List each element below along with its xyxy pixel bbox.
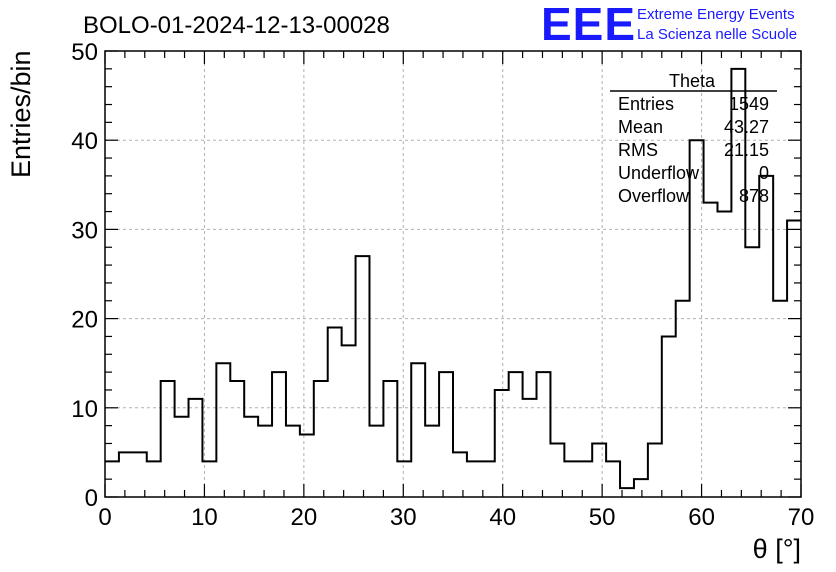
stats-title: Theta bbox=[669, 71, 716, 91]
histogram-series bbox=[105, 67, 801, 490]
stats-value: 21.15 bbox=[724, 140, 769, 160]
x-axis-label: θ [°] bbox=[753, 534, 801, 564]
plot-frame bbox=[104, 50, 802, 498]
logo-letters: EEE bbox=[541, 0, 636, 50]
logo-line-1: Extreme Energy Events bbox=[637, 6, 795, 23]
stats-box: Theta Entries 1549 Mean 43.27 RMS 21.15 Underf… bbox=[610, 71, 777, 206]
histogram-line bbox=[105, 67, 801, 490]
y-tick-label: 10 bbox=[71, 396, 98, 423]
stats-label: Underflow bbox=[618, 163, 700, 183]
x-tick-labels: 0 10 20 30 40 50 60 70 bbox=[98, 504, 814, 531]
y-tick-label: 50 bbox=[71, 39, 98, 66]
y-tick-label: 30 bbox=[71, 217, 98, 244]
stats-value: 878 bbox=[739, 186, 769, 206]
stats-rows: Entries 1549 Mean 43.27 RMS 21.15 Underflow 0 Ov… bbox=[618, 94, 769, 206]
stats-label: RMS bbox=[618, 140, 658, 160]
x-tick-label: 60 bbox=[688, 504, 715, 531]
x-tick-label: 50 bbox=[589, 504, 616, 531]
x-tick-label: 10 bbox=[191, 504, 218, 531]
x-tick-label: 40 bbox=[489, 504, 516, 531]
axis-ticks bbox=[104, 50, 802, 498]
logo-line-2: La Scienza nelle Scuole bbox=[637, 26, 797, 43]
logo: EEE Extreme Energy Events La Scienza nel… bbox=[541, 0, 797, 50]
x-tick-label: 30 bbox=[390, 504, 417, 531]
stats-value: 0 bbox=[759, 163, 769, 183]
y-tick-labels: 0 10 20 30 40 50 bbox=[71, 39, 98, 512]
x-tick-label: 20 bbox=[291, 504, 318, 531]
y-tick-label: 40 bbox=[71, 128, 98, 155]
stats-label: Entries bbox=[618, 94, 674, 114]
stats-value: 43.27 bbox=[724, 117, 769, 137]
chart-title: BOLO-01-2024-12-13-00028 bbox=[83, 12, 390, 39]
stats-label: Mean bbox=[618, 117, 663, 137]
stats-value: 1549 bbox=[729, 94, 769, 114]
x-tick-label: 0 bbox=[98, 504, 111, 531]
y-tick-label: 0 bbox=[85, 485, 98, 512]
y-axis-label: Entries/bin bbox=[6, 50, 36, 178]
x-tick-label: 70 bbox=[788, 504, 815, 531]
stats-label: Overflow bbox=[618, 186, 690, 206]
y-tick-label: 20 bbox=[71, 307, 98, 334]
